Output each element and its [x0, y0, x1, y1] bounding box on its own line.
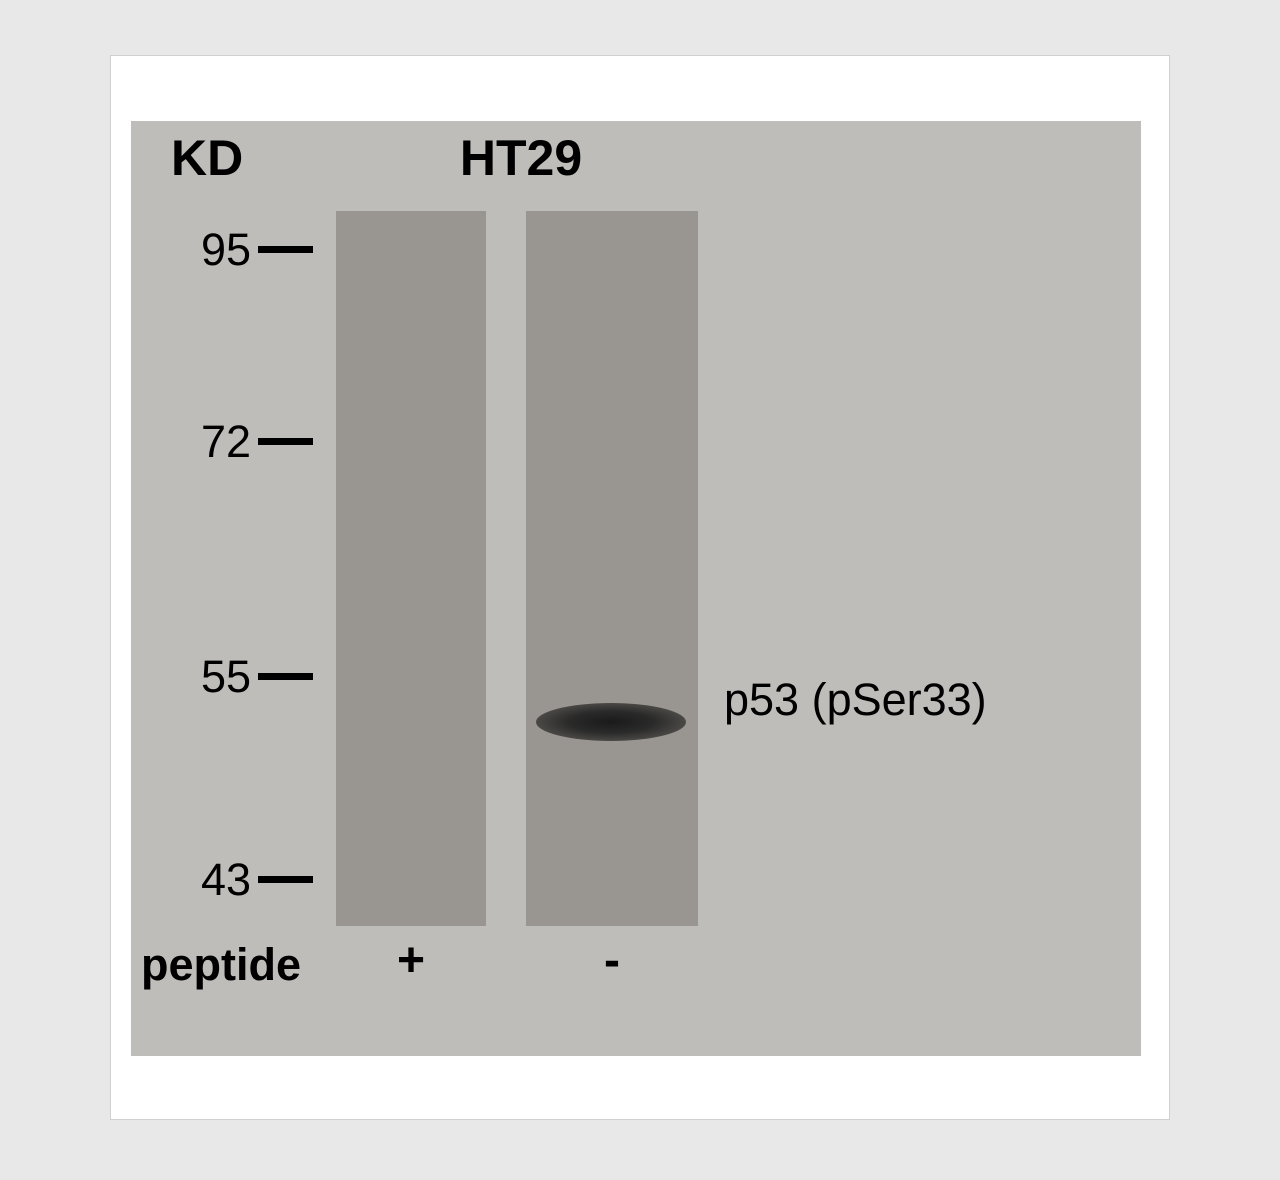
peptide-row-label: peptide — [141, 939, 301, 991]
sample-header-label: HT29 — [421, 129, 621, 187]
marker-label-43: 43 — [183, 854, 251, 906]
western-blot-content: KD HT29 95 72 55 43 p53 (pSer33) peptide… — [131, 121, 1141, 1056]
peptide-symbol-plus: + — [336, 933, 486, 988]
lane-peptide-minus — [526, 211, 698, 926]
peptide-symbol-minus: - — [526, 933, 698, 988]
marker-tick-95 — [258, 246, 313, 253]
kd-axis-label: KD — [171, 129, 243, 187]
marker-tick-72 — [258, 438, 313, 445]
target-protein-label: p53 (pSer33) — [724, 674, 987, 726]
marker-label-55: 55 — [183, 651, 251, 703]
marker-tick-43 — [258, 876, 313, 883]
marker-tick-55 — [258, 673, 313, 680]
image-frame: KD HT29 95 72 55 43 p53 (pSer33) peptide… — [110, 55, 1170, 1120]
marker-label-72: 72 — [183, 416, 251, 468]
lane-peptide-plus — [336, 211, 486, 926]
marker-label-95: 95 — [183, 224, 251, 276]
band-p53-pser33 — [536, 703, 686, 741]
